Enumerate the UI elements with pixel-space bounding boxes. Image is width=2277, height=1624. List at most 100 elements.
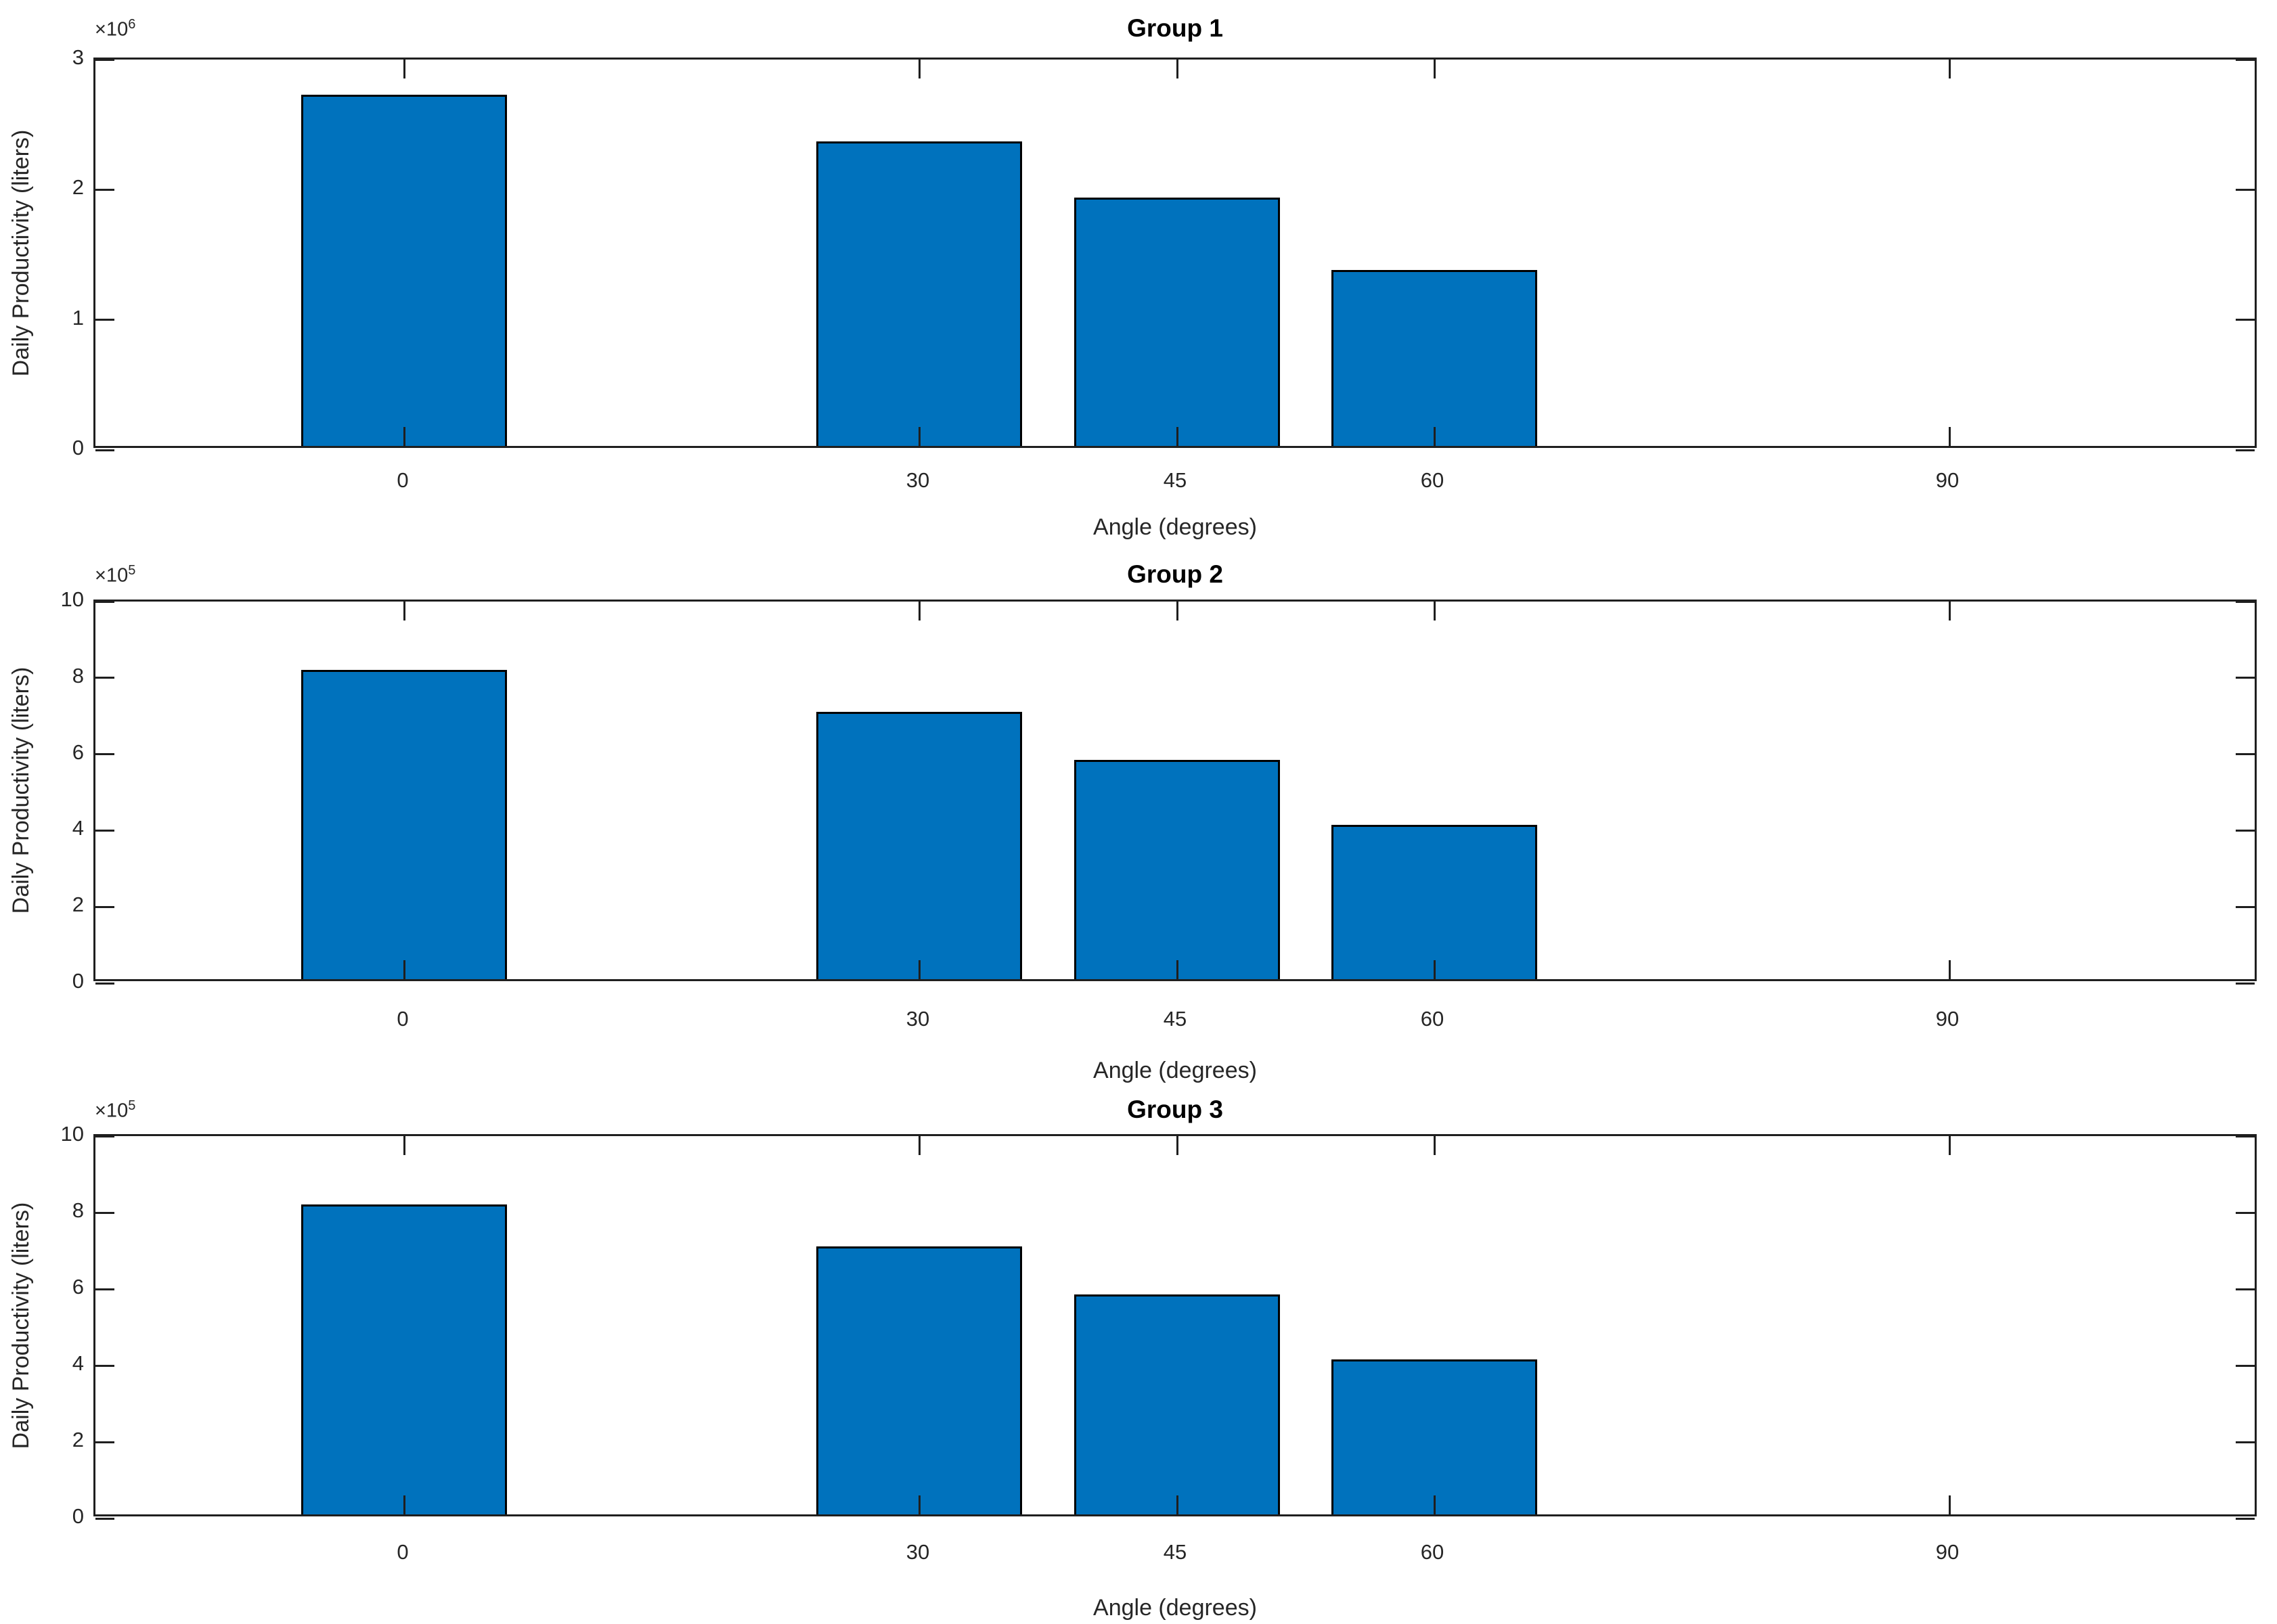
x-tick-label: 60: [1420, 468, 1444, 492]
bar-group1-angle-0: [301, 95, 507, 446]
x-tick-top: [1949, 602, 1951, 621]
x-axis-label: Angle (degrees): [1093, 514, 1257, 540]
x-tick-bottom: [1176, 960, 1178, 979]
x-tick-label: 30: [906, 1007, 930, 1031]
x-tick-bottom: [403, 1495, 405, 1514]
x-tick-top: [403, 602, 405, 621]
y-tick-right: [2236, 753, 2255, 755]
y-tick-left: [95, 1288, 114, 1290]
x-tick-top: [1434, 602, 1436, 621]
x-tick-bottom: [403, 427, 405, 446]
x-tick-top: [1949, 60, 1951, 78]
x-tick-top: [1176, 60, 1178, 78]
y-tick-left: [95, 601, 114, 603]
x-tick-label: 45: [1163, 1540, 1187, 1564]
x-tick-label: 45: [1163, 468, 1187, 492]
exponent-power: 6: [128, 17, 136, 32]
y-tick-label: 4: [72, 1351, 84, 1375]
x-tick-label: 60: [1420, 1007, 1444, 1031]
x-axis-label: Angle (degrees): [1093, 1058, 1257, 1083]
x-tick-top: [1434, 1136, 1436, 1155]
chart-title: Group 2: [1127, 560, 1223, 588]
x-tick-top: [1949, 1136, 1951, 1155]
y-tick-label: 6: [72, 1275, 84, 1299]
y-tick-left: [95, 753, 114, 755]
x-tick-top: [919, 602, 921, 621]
y-tick-right: [2236, 1212, 2255, 1214]
y-tick-right: [2236, 677, 2255, 679]
plot-inner: [95, 59, 2255, 451]
bar-group1-angle-60: [1331, 270, 1537, 446]
x-tick-top: [1176, 602, 1178, 621]
y-tick-left: [95, 677, 114, 679]
y-tick-right: [2236, 189, 2255, 191]
bar-group2-angle-60: [1331, 825, 1537, 979]
y-tick-left: [95, 319, 114, 321]
y-tick-label: 10: [60, 587, 84, 611]
x-tick-bottom: [1949, 427, 1951, 446]
x-tick-top: [403, 60, 405, 78]
x-tick-label: 90: [1935, 1007, 1960, 1031]
bar-group2-angle-30: [816, 712, 1022, 979]
x-tick-bottom: [1434, 427, 1436, 446]
y-axis-exponent-label: ×105: [95, 1092, 135, 1125]
y-tick-left: [95, 1365, 114, 1367]
y-tick-left: [95, 1135, 114, 1137]
x-tick-bottom: [919, 427, 921, 446]
exponent-mantissa: ×10: [95, 564, 129, 587]
y-tick-right: [2236, 1365, 2255, 1367]
x-tick-label: 0: [397, 1007, 409, 1031]
x-tick-bottom: [919, 960, 921, 979]
y-tick-label: 0: [72, 969, 84, 993]
y-tick-right: [2236, 59, 2255, 61]
y-tick-label: 0: [72, 436, 84, 459]
x-tick-bottom: [919, 1495, 921, 1514]
y-tick-left: [95, 1441, 114, 1443]
y-axis-exponent-label: ×106: [95, 11, 135, 43]
x-tick-top: [919, 60, 921, 78]
y-tick-label: 8: [72, 1198, 84, 1222]
x-tick-label: 0: [397, 1540, 409, 1564]
x-tick-label: 90: [1935, 468, 1960, 492]
x-tick-top: [1176, 1136, 1178, 1155]
bar-group3-angle-45: [1074, 1294, 1280, 1514]
plot-inner: [95, 601, 2255, 985]
y-tick-left: [95, 983, 114, 985]
x-tick-bottom: [1176, 1495, 1178, 1514]
x-tick-label: 90: [1935, 1540, 1960, 1564]
x-tick-bottom: [1434, 1495, 1436, 1514]
y-tick-left: [95, 189, 114, 191]
y-axis-label: Daily Productivity (liters): [8, 129, 34, 377]
x-tick-bottom: [1434, 960, 1436, 979]
x-tick-top: [403, 1136, 405, 1155]
plot-area: [93, 58, 2257, 451]
bar-group1-angle-45: [1074, 198, 1280, 446]
y-tick-left: [95, 830, 114, 832]
x-axis-label: Angle (degrees): [1093, 1595, 1257, 1621]
x-tick-label: 30: [906, 468, 930, 492]
y-tick-right: [2236, 830, 2255, 832]
bar-group3-angle-60: [1331, 1359, 1537, 1514]
y-tick-left: [95, 1518, 114, 1520]
y-tick-label: 0: [72, 1504, 84, 1528]
y-tick-label: 2: [72, 1428, 84, 1451]
y-tick-left: [95, 1212, 114, 1214]
y-tick-label: 1: [72, 306, 84, 330]
bar-group2-angle-45: [1074, 760, 1280, 979]
y-tick-label: 3: [72, 45, 84, 69]
y-tick-right: [2236, 1441, 2255, 1443]
y-tick-right: [2236, 601, 2255, 603]
y-tick-right: [2236, 983, 2255, 985]
y-tick-right: [2236, 1135, 2255, 1137]
exponent-power: 5: [128, 1098, 136, 1113]
y-tick-right: [2236, 906, 2255, 908]
plot-inner: [95, 1135, 2255, 1520]
y-tick-left: [95, 59, 114, 61]
y-tick-right: [2236, 1518, 2255, 1520]
x-tick-label: 0: [397, 468, 409, 492]
y-tick-label: 2: [72, 893, 84, 916]
bar-group2-angle-0: [301, 670, 507, 979]
